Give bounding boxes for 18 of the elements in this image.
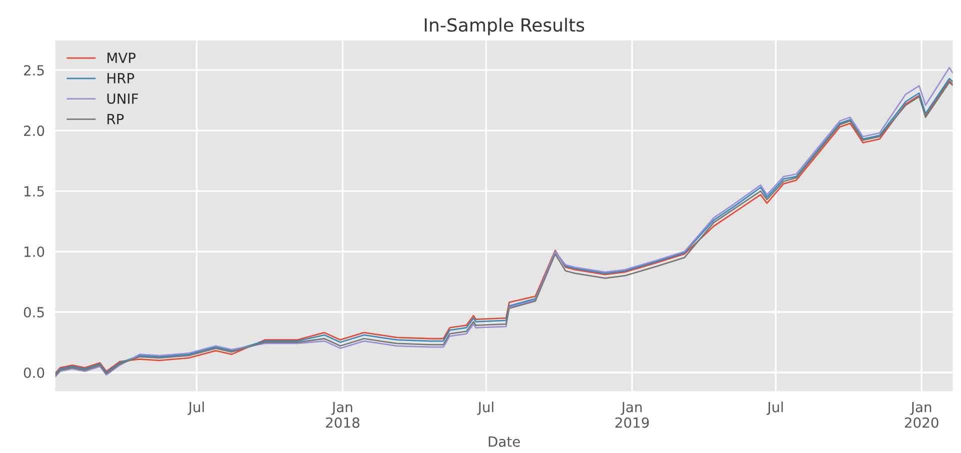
y-tick-label: 2.5	[24, 65, 44, 76]
legend-label: RP	[108, 114, 124, 124]
x-tick-label: Jan 2019	[615, 402, 649, 428]
y-tick-label: 1.0	[24, 246, 44, 258]
x-tick-label: Jan 2020	[904, 402, 938, 428]
y-tick-label: 2.0	[24, 126, 44, 136]
legend-label: HRP	[108, 73, 134, 84]
chart-title: In-Sample Results	[424, 18, 584, 36]
x-tick-label: Jul	[766, 402, 783, 415]
x-tick-label: Jul	[188, 402, 204, 415]
x-tick-label: Jul	[477, 402, 494, 415]
legend-label: UNIF	[107, 94, 138, 104]
x-tick-label: Jan 2018	[326, 402, 360, 428]
y-tick-label: 0.0	[24, 367, 44, 378]
y-tick-label: 1.5	[24, 186, 44, 197]
x-axis-title: Date	[488, 436, 520, 447]
legend-label: MVP	[108, 52, 136, 63]
y-tick-label: 0.5	[24, 306, 44, 318]
